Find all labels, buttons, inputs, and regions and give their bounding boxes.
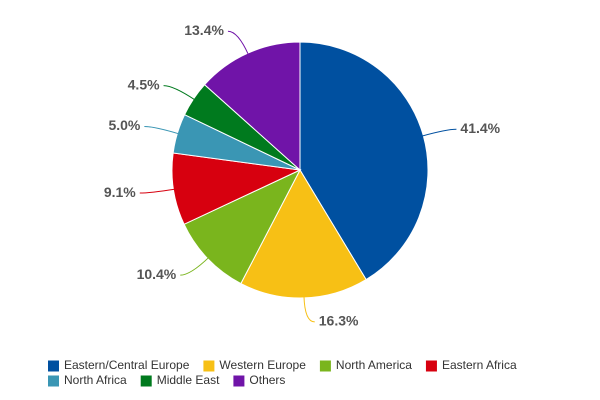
legend-swatch bbox=[425, 360, 437, 372]
leader-line bbox=[303, 295, 315, 323]
data-label: 5.0% bbox=[108, 117, 140, 133]
legend-label: Eastern/Central Europe bbox=[64, 358, 190, 372]
legend-swatch bbox=[233, 375, 245, 387]
legend-label: Others bbox=[249, 373, 285, 387]
legend-label: North America bbox=[336, 358, 412, 372]
leader-line bbox=[139, 188, 176, 194]
legend-swatch bbox=[203, 360, 215, 372]
data-label: 4.5% bbox=[128, 76, 160, 92]
data-label: 41.4% bbox=[460, 120, 500, 136]
leader-line bbox=[227, 30, 250, 56]
leader-line bbox=[163, 85, 196, 101]
legend-swatch bbox=[319, 360, 331, 372]
leader-line bbox=[144, 125, 180, 135]
leader-line bbox=[421, 128, 457, 137]
data-label: 9.1% bbox=[104, 184, 136, 200]
legend-swatch bbox=[48, 360, 59, 372]
legend-label: Eastern Africa bbox=[442, 358, 517, 372]
legend-swatch bbox=[140, 375, 152, 387]
data-label: 10.4% bbox=[137, 266, 177, 282]
data-label: 16.3% bbox=[319, 313, 359, 329]
data-label: 13.4% bbox=[184, 22, 224, 38]
leader-line bbox=[180, 256, 210, 276]
legend-label: North Africa bbox=[64, 373, 127, 387]
legend-swatch bbox=[48, 375, 59, 387]
legend-label: Western Europe bbox=[219, 358, 306, 372]
legend-label: Middle East bbox=[157, 373, 220, 387]
